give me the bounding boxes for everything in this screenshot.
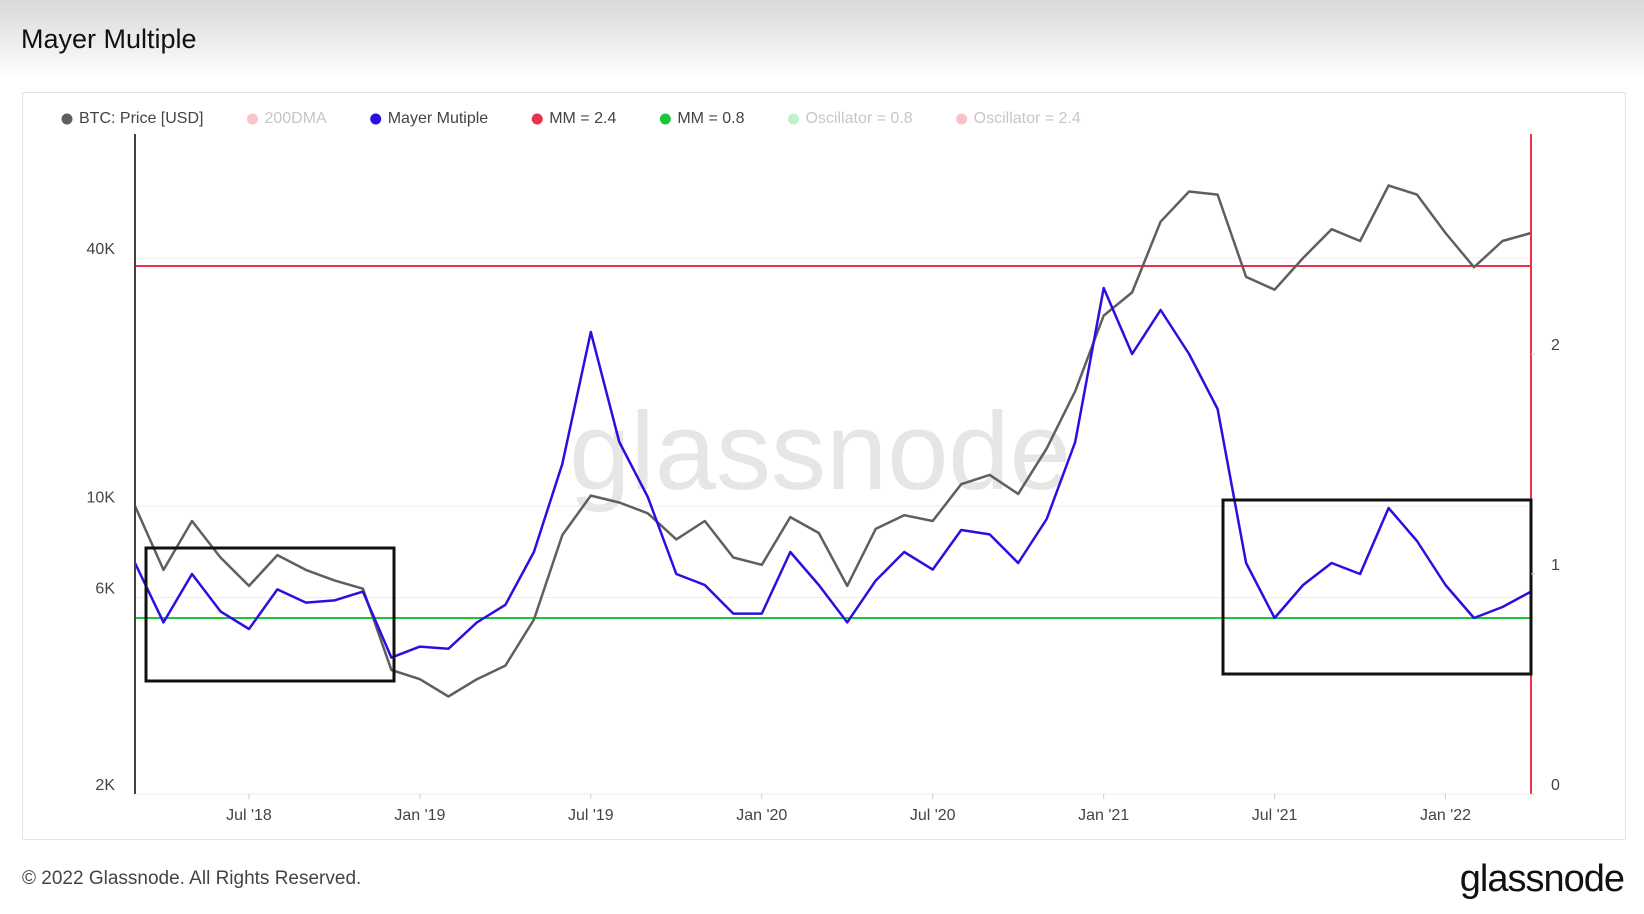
y-tick-label: 40K <box>87 241 116 258</box>
legend-label[interactable]: Mayer Mutiple <box>388 110 489 127</box>
y-tick-label: 6K <box>95 581 115 598</box>
y2-tick-label: 1 <box>1551 557 1560 574</box>
legend-marker <box>246 113 258 125</box>
legend-label[interactable]: MM = 0.8 <box>677 110 744 127</box>
watermark: glassnode <box>569 390 1071 513</box>
legend-marker <box>61 113 73 125</box>
highlight-box <box>144 546 396 683</box>
y-tick-label: 10K <box>87 489 116 506</box>
x-tick-label: Jan '21 <box>1078 807 1129 824</box>
legend-label[interactable]: 200DMA <box>264 110 327 127</box>
legend-label[interactable]: MM = 2.4 <box>549 110 616 127</box>
y2-tick-label: 0 <box>1551 777 1560 794</box>
x-tick-label: Jul '19 <box>568 807 614 824</box>
highlight-box <box>1221 498 1533 676</box>
legend-marker <box>659 113 671 125</box>
chart-title: Mayer Multiple <box>21 24 197 54</box>
y-tick-label: 2K <box>95 777 115 794</box>
x-tick-label: Jul '18 <box>226 807 272 824</box>
logo: glassnode <box>1459 858 1625 900</box>
x-tick-label: Jul '20 <box>910 807 956 824</box>
chart-panel <box>22 92 1626 840</box>
legend-label[interactable]: Oscillator = 2.4 <box>974 110 1081 127</box>
x-tick-label: Jul '21 <box>1252 807 1298 824</box>
legend-marker <box>370 113 382 125</box>
y2-tick-label: 2 <box>1551 337 1560 354</box>
x-tick-label: Jan '19 <box>394 807 445 824</box>
legend-marker <box>787 113 799 125</box>
x-tick-label: Jan '20 <box>736 807 787 824</box>
x-tick-label: Jan '22 <box>1420 807 1471 824</box>
series-line <box>133 286 1532 659</box>
header: Mayer Multiple <box>0 0 1644 80</box>
footer: © 2022 Glassnode. All Rights Reserved. <box>22 868 362 889</box>
legend-marker <box>956 113 968 125</box>
legend-label[interactable]: Oscillator = 0.8 <box>805 110 912 127</box>
legend-label[interactable]: BTC: Price [USD] <box>79 110 203 127</box>
legend-marker <box>531 113 543 125</box>
